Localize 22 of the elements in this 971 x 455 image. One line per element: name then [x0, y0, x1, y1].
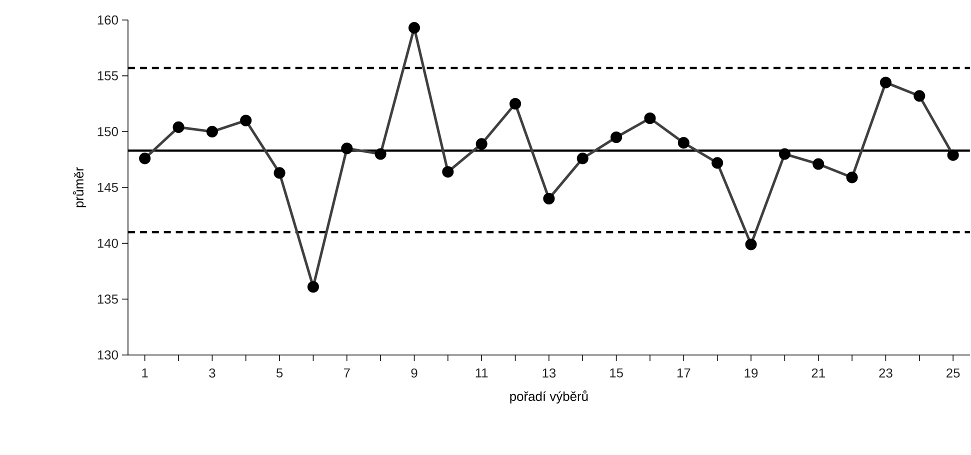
- x-tick-label: 11: [476, 368, 488, 378]
- y-tick-label: 160: [98, 15, 118, 25]
- x-tick-label: 15: [610, 368, 623, 378]
- y-tick-label: 140: [98, 238, 118, 248]
- y-axis-title: průměr: [72, 167, 86, 208]
- x-tick-label: 17: [677, 368, 690, 378]
- y-tick-label: 130: [98, 350, 118, 360]
- x-tick-label: 3: [209, 368, 216, 378]
- x-tick-label: 7: [344, 368, 350, 378]
- y-tick-label: 150: [98, 127, 118, 136]
- y-tick-label: 135: [98, 294, 118, 304]
- y-tick-label: 155: [98, 71, 118, 80]
- x-tick-label: 13: [542, 368, 556, 378]
- x-tick-label: 5: [276, 368, 283, 378]
- x-tick-label: 19: [744, 368, 758, 378]
- x-tick-label: 25: [946, 368, 960, 378]
- x-tick-label: 9: [411, 368, 418, 378]
- x-tick-label: 23: [879, 368, 892, 378]
- x-axis-title: pořadí výběrů: [510, 390, 588, 404]
- y-tick-label: 145: [98, 182, 118, 192]
- x-tick-label: 1: [142, 368, 148, 378]
- x-tick-label: 21: [812, 368, 825, 378]
